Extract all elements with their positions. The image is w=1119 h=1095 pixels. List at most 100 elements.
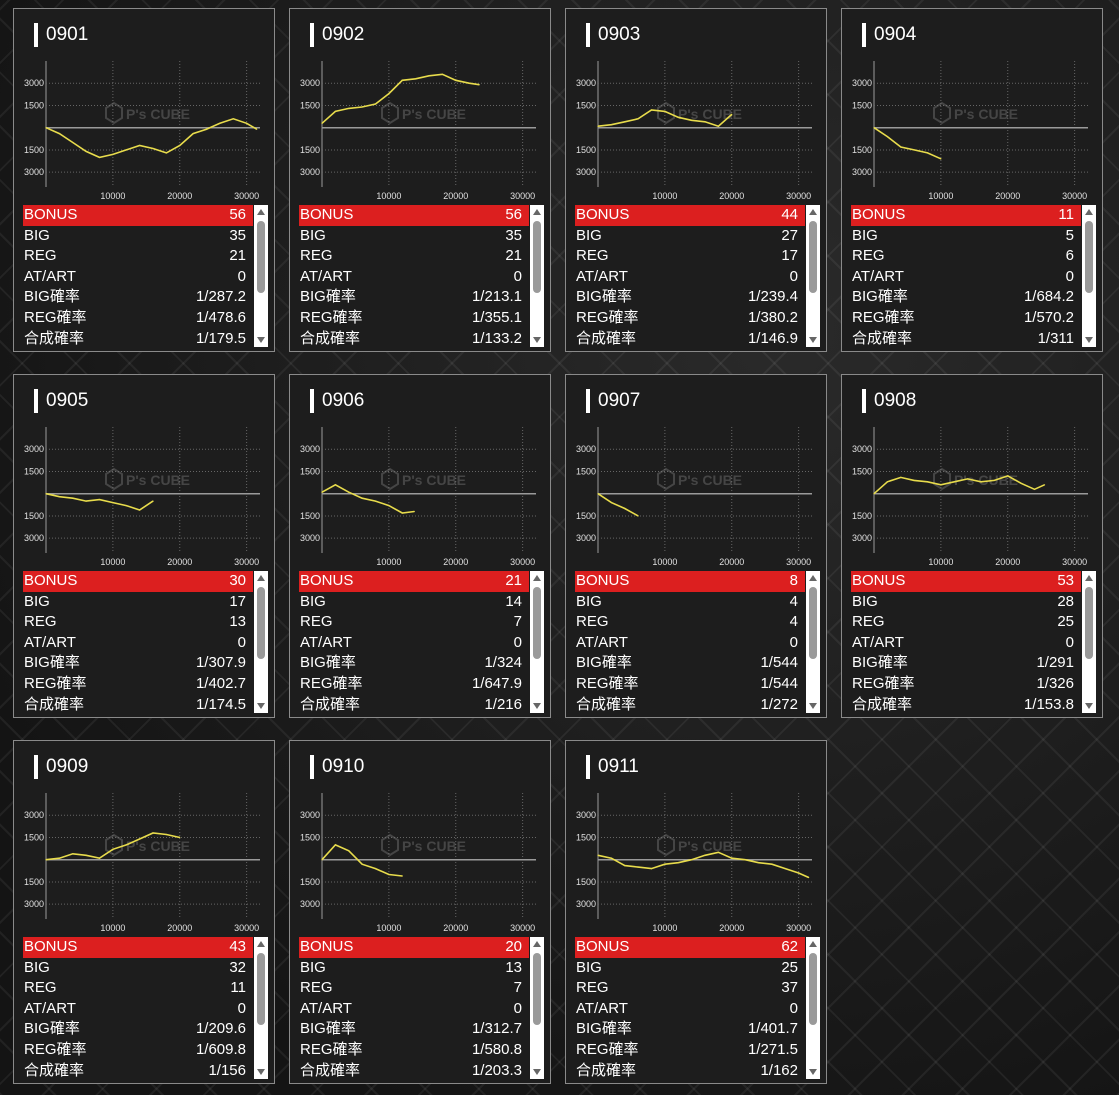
stats-scrollbar[interactable]	[530, 571, 544, 713]
stats-scrollbar[interactable]	[806, 205, 820, 347]
machine-number[interactable]: 0909	[34, 755, 88, 779]
scroll-down-arrow-icon[interactable]	[533, 1069, 541, 1075]
scroll-thumb[interactable]	[1085, 221, 1093, 293]
scroll-up-arrow-icon[interactable]	[257, 575, 265, 581]
scroll-thumb[interactable]	[533, 221, 541, 293]
scroll-down-arrow-icon[interactable]	[809, 1069, 817, 1075]
x-tick-label: 30000	[786, 923, 811, 933]
slump-point	[677, 862, 679, 864]
scroll-up-arrow-icon[interactable]	[809, 941, 817, 947]
scroll-up-arrow-icon[interactable]	[533, 941, 541, 947]
big-rate-row: BIG確率 1/209.6	[23, 1019, 253, 1040]
reg-rate-value: 1/570.2	[1023, 308, 1074, 326]
machine-number[interactable]: 0902	[310, 23, 364, 47]
scroll-up-arrow-icon[interactable]	[257, 209, 265, 215]
machine-number[interactable]: 0906	[310, 389, 364, 413]
machine-number[interactable]: 0904	[862, 23, 916, 47]
atart-label: AT/ART	[24, 267, 76, 285]
stats-scrollbar[interactable]	[1082, 205, 1096, 347]
slump-series-line	[321, 483, 415, 514]
scroll-down-arrow-icon[interactable]	[257, 1069, 265, 1075]
machine-card-0901[interactable]: 0901 3000 1500 -1500 -3000 10000 20000 30000 P'…	[13, 8, 275, 352]
scroll-down-arrow-icon[interactable]	[1085, 703, 1093, 709]
scroll-thumb[interactable]	[533, 587, 541, 659]
total-rate-label: 合成確率	[24, 1061, 85, 1079]
scroll-up-arrow-icon[interactable]	[257, 941, 265, 947]
slump-point	[246, 122, 248, 124]
pscube-logo-watermark: P's CUBE	[105, 833, 190, 857]
machine-card-0910[interactable]: 0910 3000 1500 -1500 -3000 10000 20000 30000 P'…	[289, 740, 551, 1084]
stats-table: BONUS 43 BIG 32 REG 11 AT/ART 0 BIG確率	[23, 937, 268, 1081]
big-value: 35	[505, 226, 522, 244]
scroll-thumb[interactable]	[809, 953, 817, 1025]
pscube-logo-watermark: P's CUBE	[381, 467, 466, 491]
machine-card-0907[interactable]: 0907 3000 1500 -1500 -3000 10000 20000 30000 P'…	[565, 374, 827, 718]
x-tick-label: 10000	[376, 923, 401, 933]
reg-rate-label: REG確率	[24, 1040, 87, 1058]
machine-number[interactable]: 0907	[586, 389, 640, 413]
bonus-row: BONUS 30	[23, 571, 253, 592]
scroll-up-arrow-icon[interactable]	[1085, 575, 1093, 581]
machine-number[interactable]: 0903	[586, 23, 640, 47]
stats-scrollbar[interactable]	[254, 937, 268, 1079]
slump-point	[478, 84, 480, 86]
stats-scrollbar[interactable]	[254, 571, 268, 713]
machine-card-0908[interactable]: 0908 3000 1500 -1500 -3000 10000 20000 30000 P'…	[841, 374, 1103, 718]
machine-card-0909[interactable]: 0909 3000 1500 -1500 -3000 10000 20000 30000 P'…	[13, 740, 275, 1084]
bonus-label: BONUS	[576, 938, 630, 955]
scroll-up-arrow-icon[interactable]	[809, 575, 817, 581]
x-tick-label: 30000	[234, 191, 259, 201]
scroll-up-arrow-icon[interactable]	[809, 209, 817, 215]
stats-scrollbar[interactable]	[806, 571, 820, 713]
stats-scrollbar[interactable]	[1082, 571, 1096, 713]
scroll-up-arrow-icon[interactable]	[1085, 209, 1093, 215]
machine-card-0902[interactable]: 0902 3000 1500 -1500 -3000 10000 20000 30000 P'…	[289, 8, 551, 352]
scroll-thumb[interactable]	[257, 221, 265, 293]
slump-point	[348, 491, 350, 493]
machine-number[interactable]: 0901	[34, 23, 88, 47]
stats-table: BONUS 20 BIG 13 REG 7 AT/ART 0 BIG確率 1	[299, 937, 544, 1081]
machine-number[interactable]: 0905	[34, 389, 88, 413]
scroll-down-arrow-icon[interactable]	[257, 703, 265, 709]
slump-series-line	[873, 475, 1045, 495]
machine-card-0904[interactable]: 0904 3000 1500 -1500 -3000 10000 20000 30000 P'…	[841, 8, 1103, 352]
slump-chart-svg: 3000 1500 -1500 -3000 10000 20000 30000 P's CUB…	[300, 427, 536, 567]
scroll-down-arrow-icon[interactable]	[809, 337, 817, 343]
machine-number[interactable]: 0908	[862, 389, 916, 413]
reg-rate-value: 1/544	[760, 674, 798, 692]
slump-point	[348, 850, 350, 852]
big-row: BIG 28	[851, 592, 1081, 613]
stats-scrollbar[interactable]	[530, 937, 544, 1079]
scroll-thumb[interactable]	[809, 587, 817, 659]
machine-card-0906[interactable]: 0906 3000 1500 -1500 -3000 10000 20000 30000 P'…	[289, 374, 551, 718]
slump-point	[704, 121, 706, 123]
scroll-down-arrow-icon[interactable]	[809, 703, 817, 709]
machine-number[interactable]: 0910	[310, 755, 364, 779]
scroll-thumb[interactable]	[809, 221, 817, 293]
scroll-down-arrow-icon[interactable]	[257, 337, 265, 343]
machine-card-0911[interactable]: 0911 3000 1500 -1500 -3000 10000 20000 30000 P'…	[565, 740, 827, 1084]
reg-rate-row: REG確率 1/380.2	[575, 308, 805, 329]
scroll-thumb[interactable]	[257, 953, 265, 1025]
slump-point	[610, 857, 612, 859]
machine-card-0905[interactable]: 0905 3000 1500 -1500 -3000 10000 20000 30000 P'…	[13, 374, 275, 718]
stats-scrollbar[interactable]	[254, 205, 268, 347]
atart-row: AT/ART 0	[23, 267, 253, 288]
scroll-down-arrow-icon[interactable]	[533, 337, 541, 343]
machine-card-0903[interactable]: 0903 3000 1500 -1500 -3000 10000 20000 30000 P'…	[565, 8, 827, 352]
scroll-down-arrow-icon[interactable]	[533, 703, 541, 709]
scroll-thumb[interactable]	[257, 587, 265, 659]
stats-scrollbar[interactable]	[530, 205, 544, 347]
scroll-up-arrow-icon[interactable]	[533, 575, 541, 581]
scroll-up-arrow-icon[interactable]	[533, 209, 541, 215]
reg-rate-row: REG確率 1/355.1	[299, 308, 529, 329]
scroll-thumb[interactable]	[1085, 587, 1093, 659]
stats-scrollbar[interactable]	[806, 937, 820, 1079]
slump-point	[744, 859, 746, 861]
scroll-down-arrow-icon[interactable]	[1085, 337, 1093, 343]
slump-point	[152, 147, 154, 150]
big-row: BIG 32	[23, 958, 253, 979]
total-rate-row: 合成確率 1/146.9	[575, 329, 805, 350]
machine-number[interactable]: 0911	[586, 755, 639, 779]
scroll-thumb[interactable]	[533, 953, 541, 1025]
